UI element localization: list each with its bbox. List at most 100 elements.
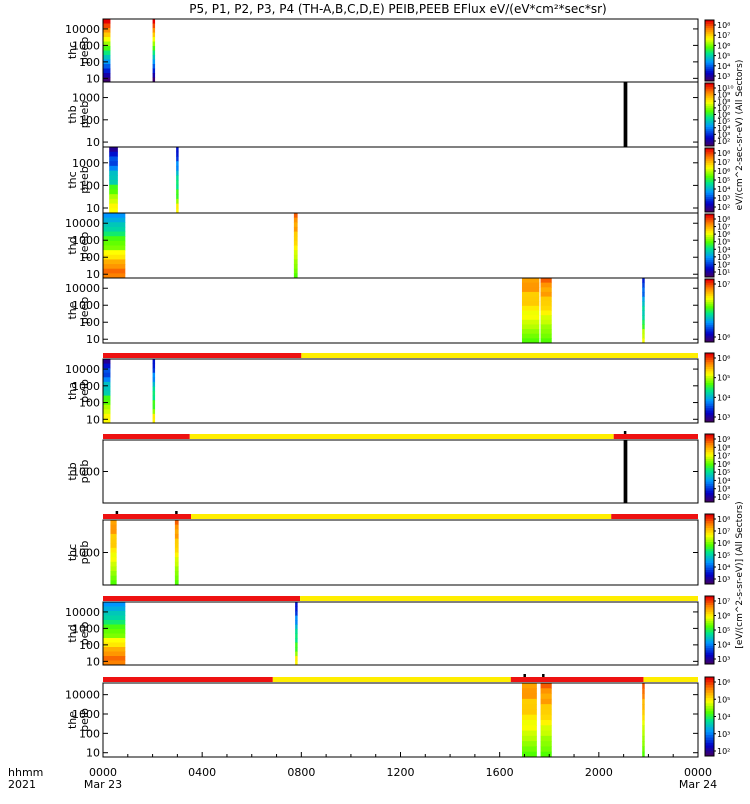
colorbar-cell <box>705 636 714 640</box>
colorbar-cell <box>705 323 714 326</box>
colorbar-cell <box>705 369 714 372</box>
data-cell <box>103 386 111 392</box>
colorbar-cell <box>705 116 714 120</box>
data-cell <box>642 305 645 311</box>
colorbar-cell <box>705 618 714 622</box>
colorbar-cell <box>705 112 714 115</box>
y-tick-label: 1000 <box>72 39 100 52</box>
data-cell <box>521 333 540 339</box>
colorbar-cell <box>705 570 714 573</box>
colorbar-cell <box>705 274 714 278</box>
colorbar-tick-label: 10⁵ <box>717 626 730 635</box>
data-cell <box>103 77 111 83</box>
colorbar-cell <box>705 488 714 492</box>
x-tick-date-label: Mar 23 <box>84 778 122 791</box>
data-cell <box>110 533 117 540</box>
data-cell <box>521 301 540 307</box>
data-cell <box>295 615 298 621</box>
colorbar-cell <box>705 412 714 416</box>
colorbar-cell <box>705 199 714 202</box>
colorbar-cell <box>705 364 714 368</box>
data-cell <box>642 746 645 753</box>
data-cell <box>293 264 298 270</box>
data-cell <box>103 254 126 260</box>
colorbar-cell <box>705 310 714 313</box>
colorbar-cell <box>705 611 714 615</box>
colorbar-cell <box>705 528 714 531</box>
data-cell <box>540 278 552 284</box>
data-cell <box>110 547 117 553</box>
colorbar-cell <box>705 306 714 309</box>
colorbar-tick-label: 10⁸ <box>717 97 730 106</box>
colorbar-cell <box>705 300 714 303</box>
colorbar-cell <box>705 207 714 211</box>
colorbar-cell <box>705 682 714 686</box>
data-cell <box>174 543 179 549</box>
panel-frame <box>102 439 699 504</box>
x-tick-label: 0000 <box>684 766 712 779</box>
colorbar-cell <box>705 74 714 78</box>
colorbar-cell <box>705 734 714 738</box>
colorbar-cell <box>705 380 714 384</box>
colorbar-cell <box>705 70 714 74</box>
data-cell <box>109 175 118 181</box>
colorbar-cell <box>705 495 714 498</box>
colorbar-tick-label: 10⁶ <box>717 41 730 50</box>
data-cell <box>540 296 552 302</box>
colorbar-cell <box>705 222 714 225</box>
data-cell <box>540 714 552 721</box>
colorbar-cell <box>705 87 714 90</box>
colorbar-cell <box>705 470 714 473</box>
data-cell <box>103 391 111 397</box>
data-cell <box>642 329 645 335</box>
colorbar-cell <box>705 401 714 404</box>
colorbar-cell <box>705 553 714 557</box>
y-tick-label: 1000 <box>72 547 100 560</box>
y-tick-label: 100 <box>79 114 100 127</box>
data-cell <box>293 245 298 251</box>
data-cell <box>642 338 645 344</box>
data-cell <box>521 315 540 321</box>
data-cell <box>152 381 156 387</box>
data-cell <box>109 208 118 214</box>
colorbar-cell <box>705 220 714 223</box>
colorbar-cell <box>705 483 714 487</box>
colorbar-tick-label: 10⁶ <box>717 230 730 239</box>
data-cell <box>103 245 126 251</box>
colorbar-cell <box>705 180 714 183</box>
data-cell <box>152 50 156 56</box>
data-cell <box>110 575 117 581</box>
data-cell <box>642 688 645 695</box>
y-tick-label: 10000 <box>65 217 100 230</box>
data-cell <box>103 250 126 256</box>
colorbar-tick-label: 10⁷ <box>717 527 730 536</box>
colorbar-cell <box>705 28 714 31</box>
colorbar-tick-label: 10² <box>717 747 730 756</box>
colorbar-cell <box>705 245 714 248</box>
colorbar-label-bottom: [eV/(cm^2-s-sr-eV)] (All Sectors) <box>735 501 745 648</box>
colorbar-cell <box>705 650 714 654</box>
data-cell <box>295 620 298 625</box>
colorbar-tick-label: 10⁵ <box>717 176 730 185</box>
colorbar-cell <box>705 40 714 43</box>
data-cell <box>293 213 298 219</box>
colorbar-cell <box>705 616 714 620</box>
colorbar-tick-label: 10³ <box>717 730 730 739</box>
colorbar-cell <box>705 93 714 96</box>
y-tick-label: 10 <box>86 72 100 85</box>
colorbar-cell <box>705 335 714 339</box>
colorbar-cell <box>705 609 714 613</box>
colorbar-cell <box>705 218 714 221</box>
colorbar-cell <box>705 539 714 543</box>
colorbar-cell <box>705 382 714 386</box>
y-tick-label: 10 <box>86 747 100 760</box>
colorbar-cell <box>705 724 714 728</box>
colorbar-tick-label: 10⁶ <box>717 539 730 548</box>
data-cell <box>540 319 552 325</box>
colorbar-cell <box>705 530 714 534</box>
colorbar-cell <box>705 434 714 437</box>
colorbar-cell <box>705 118 714 122</box>
colorbar-cell <box>705 190 714 194</box>
data-cell <box>103 602 126 607</box>
colorbar-cell <box>705 436 714 439</box>
